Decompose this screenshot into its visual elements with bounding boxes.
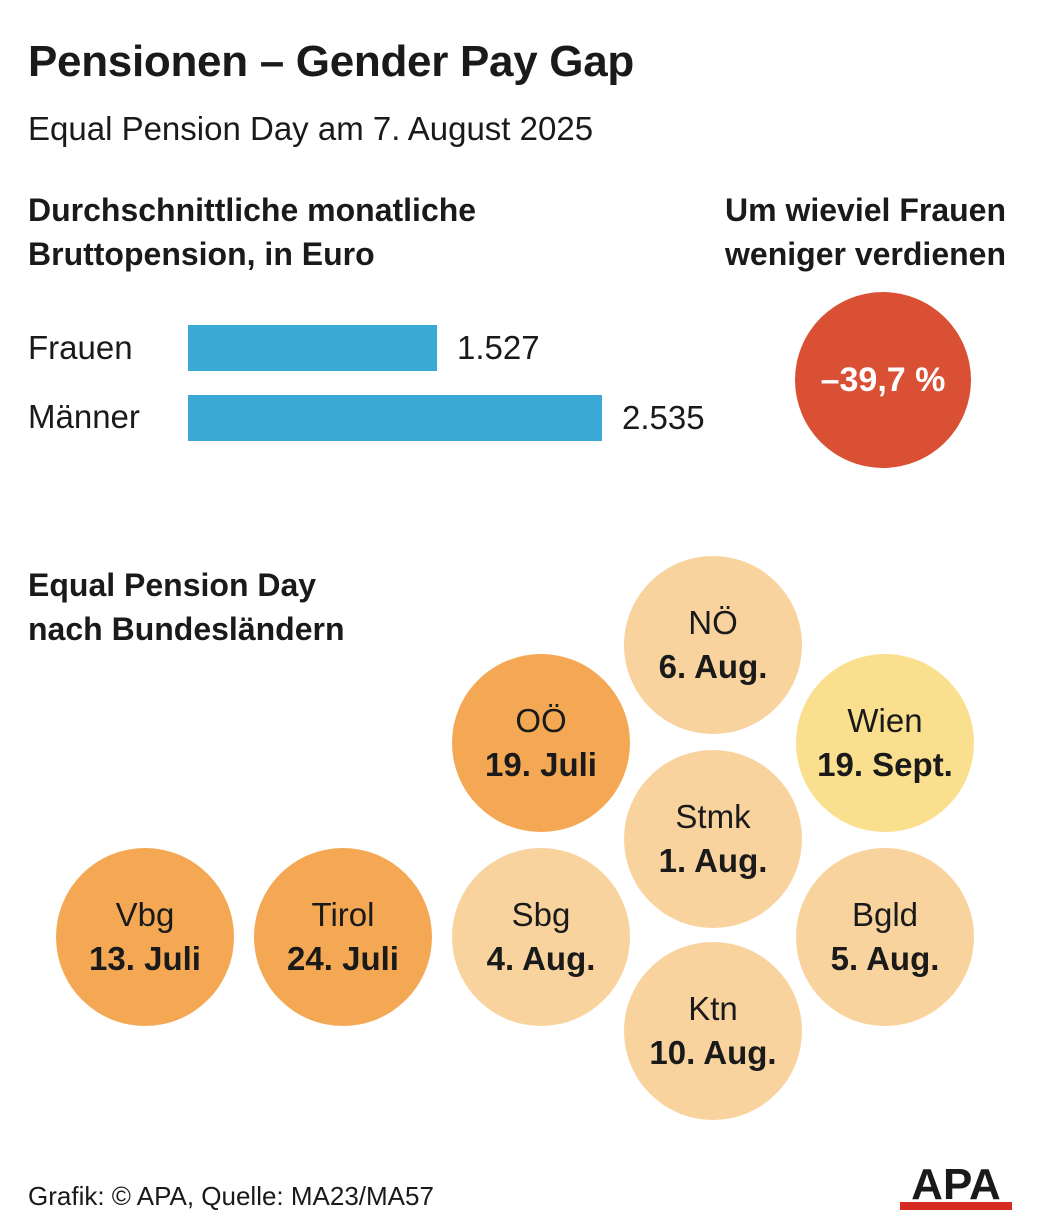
state-bubble-7: Bgld 5. Aug. [796,848,974,1026]
state-bubble-6: Sbg 4. Aug. [452,848,630,1026]
bar-0 [188,325,437,371]
gap-section-title-line2: weniger verdienen [725,236,1006,272]
apa-logo: APA [900,1162,1012,1210]
state-bubble-8: Ktn 10. Aug. [624,942,802,1120]
state-date: 19. Juli [485,746,597,783]
state-name: Ktn [688,990,738,1027]
state-date: 19. Sept. [817,746,953,783]
state-bubble-3: Stmk 1. Aug. [624,750,802,928]
state-bubble-0: NÖ 6. Aug. [624,556,802,734]
state-date: 24. Juli [287,940,399,977]
state-name: Tirol [311,896,375,933]
state-date: 4. Aug. [486,940,596,977]
state-bubble-1: OÖ 19. Juli [452,654,630,832]
bar-1 [188,395,602,441]
bar-label-frauen: Frauen [28,329,133,366]
state-name: OÖ [515,702,567,739]
state-name: Sbg [511,896,571,933]
bar-label-maenner: Männer [28,398,140,435]
apa-logo-text: APA [911,1162,1001,1209]
state-bubble-4: Vbg 13. Juli [56,848,234,1026]
page-title: Pensionen – Gender Pay Gap [28,37,634,86]
state-date: 6. Aug. [658,648,768,685]
bar-section-title: Durchschnittliche monatliche Bruttopensi… [28,188,476,276]
page-subtitle: Equal Pension Day am 7. August 2025 [28,110,594,147]
bar-section-title-line1: Durchschnittliche monatliche [28,192,477,228]
state-name: Bgld [851,896,919,933]
bar-value-label-0: 1.527 [457,329,540,366]
state-name: Stmk [675,798,751,835]
states-section-title: Equal Pension Day nach Bundesländern [28,563,345,651]
state-bubble-2: Wien 19. Sept. [796,654,974,832]
bar-section-title-line2: Bruttopension, in Euro [28,236,375,272]
state-name: NÖ [688,604,738,641]
gap-percentage-circle: –39,7 % [795,292,971,468]
footer-source: Grafik: © APA, Quelle: MA23/MA57 [28,1181,434,1211]
state-bubble-5: Tirol 24. Juli [254,848,432,1026]
gap-section-title: Um wieviel Frauen weniger verdienen [725,188,1006,276]
state-name: Wien [847,702,923,739]
bar-value-label-1: 2.535 [622,399,705,436]
gap-section-title-line1: Um wieviel Frauen [725,192,1006,228]
gap-percentage-value: –39,7 % [820,360,946,399]
state-date: 1. Aug. [658,842,768,879]
state-date: 10. Aug. [649,1034,777,1071]
states-section-title-line2: nach Bundesländern [28,611,345,647]
state-name: Vbg [115,896,175,933]
states-section-title-line1: Equal Pension Day [28,567,317,603]
state-date: 5. Aug. [830,940,940,977]
state-date: 13. Juli [89,940,201,977]
